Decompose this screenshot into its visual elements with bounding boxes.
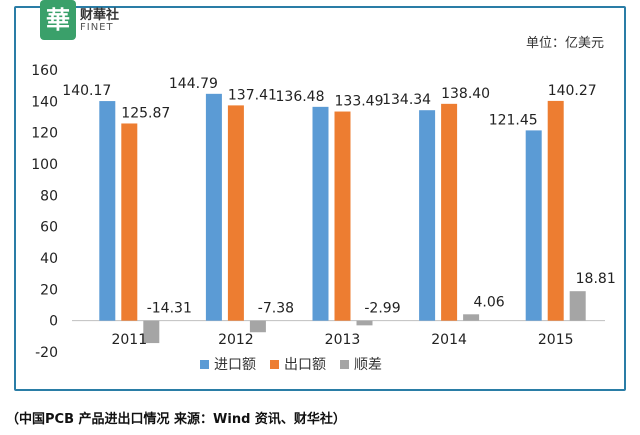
- legend-item-import: 进口额: [200, 354, 256, 374]
- y-tick-label: 120: [31, 126, 58, 142]
- data-label-surplus: -2.99: [364, 301, 400, 317]
- figure-caption: （中国PCB 产品进出口情况 来源：Wind 资讯、财华社）: [6, 412, 346, 427]
- legend-item-export: 出口额: [270, 354, 326, 374]
- x-tick-label: 2011: [111, 332, 147, 348]
- x-tick-label: 2015: [538, 332, 574, 348]
- data-label-surplus: -14.31: [147, 301, 192, 317]
- bar-export: [547, 100, 564, 321]
- unit-label: 单位：亿美元: [525, 36, 604, 51]
- y-tick-label: -20: [35, 345, 58, 361]
- data-label-export: 133.49: [335, 94, 384, 110]
- legend-swatch-surplus: [340, 359, 349, 369]
- logo-name: 财華社: [80, 8, 120, 23]
- y-tick-label: 60: [40, 220, 58, 236]
- bar-surplus: [143, 320, 160, 344]
- bar-surplus: [249, 320, 266, 333]
- x-tick-label: 2014: [431, 332, 467, 348]
- y-tick-label: 40: [40, 251, 58, 267]
- bar-surplus: [463, 314, 480, 321]
- y-tick-label: 0: [49, 314, 58, 330]
- data-label-import: 140.17: [62, 83, 111, 99]
- logo-seal: 華: [40, 0, 76, 40]
- finet-logo: 華 财華社 FINET: [40, 0, 150, 44]
- data-label-import: 134.34: [382, 92, 431, 108]
- x-tick-label: 2012: [218, 332, 254, 348]
- data-label-surplus: 18.81: [576, 271, 616, 287]
- bar-export: [227, 105, 244, 321]
- data-label-export: 138.40: [441, 86, 490, 102]
- data-label-export: 137.41: [228, 87, 277, 103]
- bar-import: [312, 106, 329, 321]
- bar-export: [441, 103, 458, 321]
- bar-chart: -20 0 20 40 60 80 100 120 140 160 2011 2012 2013 2014…: [31, 63, 616, 361]
- legend-item-surplus: 顺差: [340, 354, 382, 374]
- data-label-export: 125.87: [121, 105, 170, 121]
- bar-import: [525, 130, 542, 321]
- y-tick-label: 140: [31, 94, 58, 110]
- legend-swatch-import: [200, 359, 209, 369]
- data-label-import: 136.48: [276, 89, 325, 105]
- y-tick-label: 20: [40, 282, 58, 298]
- chart-legend: 进口额 出口额 顺差: [200, 354, 382, 374]
- y-tick-label: 80: [40, 188, 58, 204]
- bar-surplus: [569, 291, 586, 321]
- y-tick-label: 160: [31, 63, 58, 79]
- x-tick-label: 2013: [325, 332, 361, 348]
- data-label-export: 140.27: [548, 83, 597, 99]
- legend-label-surplus: 顺差: [354, 357, 382, 373]
- y-tick-label: 100: [31, 157, 58, 173]
- bar-export: [334, 111, 351, 321]
- bar-export: [121, 123, 138, 321]
- bar-import: [205, 93, 222, 321]
- data-label-import: 144.79: [169, 76, 218, 92]
- bar-import: [419, 110, 436, 321]
- bar-import: [99, 101, 116, 321]
- bar-surplus: [356, 320, 373, 326]
- data-label-import: 121.45: [489, 112, 538, 128]
- legend-label-export: 出口额: [284, 357, 326, 373]
- data-label-surplus: -7.38: [258, 301, 294, 317]
- logo-en: FINET: [80, 22, 114, 33]
- legend-label-import: 进口额: [214, 357, 256, 373]
- legend-swatch-export: [270, 359, 279, 369]
- data-label-surplus: 4.06: [474, 294, 505, 310]
